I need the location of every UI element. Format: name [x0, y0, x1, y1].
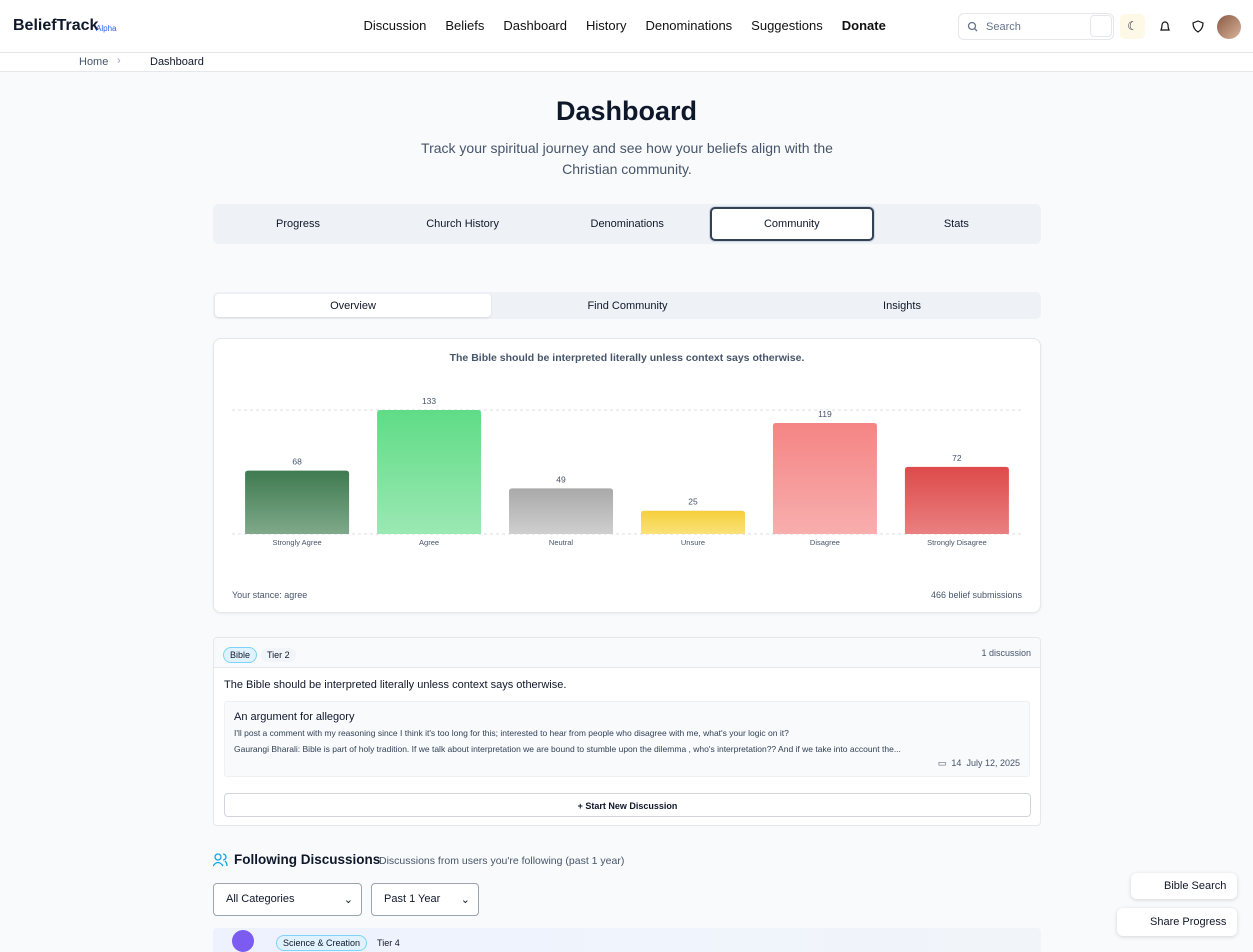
bar[interactable] — [640, 510, 745, 534]
tag: Science & Creation — [276, 935, 368, 951]
label: Bible Search — [1164, 880, 1227, 892]
x-tick-label: Disagree — [809, 538, 840, 547]
nav-link[interactable]: History — [586, 18, 627, 33]
new-discussion-button[interactable]: + Start New Discussion — [224, 793, 1031, 817]
value-label: 49 — [556, 474, 566, 484]
tab[interactable]: Stats — [874, 207, 1038, 241]
x-tick-label: Strongly Disagree — [927, 538, 987, 547]
tag: Tier 4 — [377, 938, 400, 948]
section-subtitle: Discussions from users you're following … — [379, 855, 625, 867]
chart-card: The Bible should be interpreted literall… — [213, 338, 1041, 613]
period-select[interactable]: Past 1 Year ⌄ — [371, 883, 479, 916]
category-select[interactable]: All Categories ⌄ — [213, 883, 362, 916]
x-tick-label: Strongly Agree — [272, 538, 322, 547]
nav-link[interactable]: Dashboard — [503, 18, 567, 33]
tab-label: Denominations — [590, 218, 664, 230]
discussion-title: An argument for allegory — [234, 711, 355, 723]
tab[interactable]: Church History — [381, 207, 545, 241]
subtab[interactable]: Find Community — [587, 299, 668, 312]
subtab[interactable]: Insights — [883, 299, 921, 312]
nav-link[interactable]: Beliefs — [445, 18, 485, 33]
reply: Gaurangi Bharali: Bible is part of holy … — [234, 744, 901, 754]
bible-search-button[interactable]: Bible Search — [1131, 873, 1237, 899]
value-label: 119 — [818, 409, 832, 419]
date: July 12, 2025 — [966, 758, 1020, 768]
nav-link[interactable]: Suggestions — [751, 18, 823, 33]
share-button[interactable]: Share Progress — [1117, 908, 1237, 936]
nav-link[interactable]: Discussion — [363, 18, 427, 33]
discussion-preview[interactable]: Science & Creation Tier 4 — [213, 928, 1041, 952]
value-label: 133 — [422, 396, 436, 406]
select-value: All Categories — [226, 893, 295, 905]
x-tick-label: Neutral — [548, 538, 574, 547]
breadcrumb: Home › Dashboard — [0, 53, 1253, 72]
header: BeliefTrack Alpha Discussion Beliefs Dashb… — [0, 0, 1253, 53]
meta: ▭ 14 July 12, 2025 — [937, 758, 1020, 768]
bar[interactable] — [904, 466, 1009, 534]
search-icon — [967, 21, 978, 32]
separator: › — [117, 55, 121, 67]
excerpt: I'll post a comment with my reasoning si… — [234, 728, 789, 738]
search-box[interactable]: Search — [958, 13, 1114, 40]
brand[interactable]: BeliefTrack — [13, 17, 99, 34]
page-subtitle: Track your spiritual journey and see how… — [421, 140, 833, 177]
nav-link[interactable]: Donate — [841, 18, 886, 33]
x-tick-label: Agree — [419, 538, 440, 547]
tag: Tier 2 — [261, 648, 296, 662]
bell-icon[interactable] — [1159, 20, 1171, 33]
tag[interactable]: Bible — [223, 647, 258, 663]
filter-button[interactable] — [1090, 15, 1112, 37]
tab[interactable]: Community — [709, 207, 874, 241]
tab-label: Church History — [426, 218, 499, 230]
tabs: Progress Church History Denominations Commu… — [213, 204, 1041, 244]
stance: Your stance: agree — [232, 590, 308, 600]
bar[interactable] — [772, 423, 877, 534]
page-title: Dashboard — [555, 96, 698, 126]
select-value: Past 1 Year — [384, 893, 441, 905]
nav: Discussion Beliefs Dashboard History Denomin… — [354, 18, 895, 33]
card-header: Bible Tier 2 1 discussion — [214, 638, 1040, 668]
discussion[interactable]: An argument for allegory I'll post a com… — [224, 701, 1030, 777]
value-label: 25 — [688, 497, 698, 507]
tags: Bible Tier 2 — [223, 645, 300, 663]
subtab[interactable]: Overview — [215, 294, 491, 317]
belief-card: Bible Tier 2 1 discussion The Bible shoul… — [213, 637, 1041, 826]
bar[interactable] — [377, 410, 482, 534]
bar[interactable] — [509, 488, 614, 534]
subtabs: Overview Find Community Insights — [213, 292, 1041, 319]
chart-title: The Bible should be interpreted literall… — [449, 352, 805, 364]
badge: Alpha — [96, 24, 117, 33]
users-icon — [213, 853, 228, 867]
tab[interactable]: Progress — [216, 207, 380, 241]
section-title: Following Discussions — [234, 852, 381, 867]
tab-label: Community — [763, 218, 820, 230]
submissions: 466 belief submissions — [930, 590, 1022, 600]
comment-count: 14 — [951, 758, 962, 768]
nav-link[interactable]: Denominations — [645, 18, 733, 33]
chart: 68 133 49 25 119 72 — [232, 396, 1022, 535]
avatar — [232, 930, 254, 952]
label: Share Progress — [1150, 916, 1227, 928]
tab[interactable]: Denominations — [545, 207, 709, 241]
tab-label: Progress — [275, 218, 321, 230]
tab-label: Stats — [943, 218, 969, 230]
discussion-count: 1 discussion — [981, 648, 1031, 658]
breadcrumb-item[interactable]: Home — [79, 56, 109, 68]
breadcrumb-item: Dashboard — [150, 56, 204, 68]
value-label: 68 — [292, 457, 302, 467]
statement: The Bible should be interpreted literall… — [224, 679, 567, 691]
value-label: 72 — [952, 453, 962, 463]
avatar[interactable] — [1217, 15, 1241, 39]
x-tick-label: Unsure — [680, 538, 706, 547]
shield-icon[interactable] — [1192, 20, 1204, 33]
theme-toggle[interactable]: ☾ — [1120, 14, 1145, 39]
bar[interactable] — [245, 470, 350, 534]
